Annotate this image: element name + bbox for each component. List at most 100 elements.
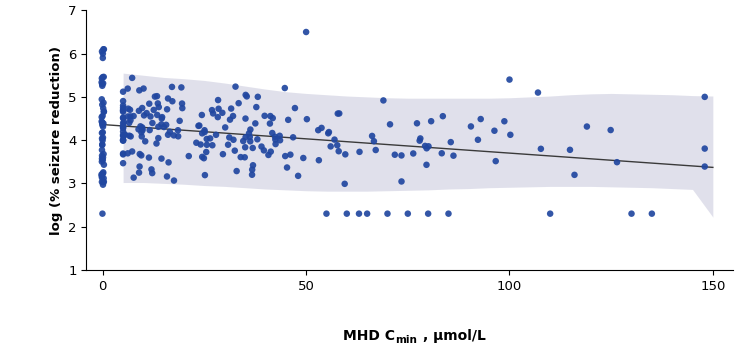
Point <box>250 104 262 110</box>
Point <box>238 155 250 160</box>
Point <box>435 151 447 156</box>
Point <box>118 119 130 125</box>
Point <box>247 145 259 151</box>
Point <box>217 152 229 157</box>
Point <box>139 138 151 144</box>
Point <box>256 144 268 149</box>
Point <box>98 109 110 114</box>
Point <box>229 148 241 153</box>
Point <box>252 94 264 100</box>
Point <box>225 106 237 111</box>
Point <box>123 120 135 126</box>
Point <box>117 124 129 130</box>
Point <box>222 142 234 147</box>
Point <box>117 89 129 94</box>
Point <box>322 130 334 136</box>
Point <box>117 115 129 121</box>
Point <box>442 211 454 217</box>
Point <box>153 124 165 130</box>
Point <box>204 136 216 141</box>
Point <box>341 211 353 217</box>
Point <box>239 145 251 150</box>
Point <box>437 113 449 119</box>
Point <box>136 125 148 130</box>
Point <box>96 172 108 177</box>
Point <box>97 182 109 188</box>
Point <box>117 151 129 156</box>
Point <box>175 85 187 90</box>
Point <box>161 107 173 112</box>
Point <box>122 114 134 119</box>
Point <box>281 165 293 170</box>
Point <box>96 121 108 127</box>
Point <box>161 174 173 179</box>
Point <box>244 134 256 140</box>
Point <box>96 147 108 153</box>
Point <box>329 137 341 142</box>
Point <box>206 143 218 148</box>
Point <box>96 113 108 119</box>
Point <box>699 146 711 151</box>
Point <box>117 129 129 134</box>
Point <box>201 136 213 142</box>
Point <box>313 157 325 163</box>
Point <box>126 149 138 154</box>
Point <box>535 146 547 152</box>
Point <box>117 152 129 157</box>
Point <box>423 144 435 149</box>
Point <box>98 74 110 80</box>
Point <box>366 133 378 139</box>
Point <box>98 47 110 52</box>
Point <box>210 132 222 138</box>
Point <box>581 124 593 129</box>
Point <box>117 105 129 111</box>
Point <box>156 114 168 120</box>
Point <box>96 173 108 179</box>
Point <box>282 117 294 122</box>
Point <box>135 153 147 158</box>
Point <box>279 85 291 91</box>
Point <box>98 121 110 126</box>
Point <box>98 100 110 106</box>
Point <box>316 125 328 131</box>
Point <box>97 106 109 111</box>
Point <box>312 127 324 133</box>
Text: MHD C: MHD C <box>343 329 395 343</box>
Point <box>196 154 208 160</box>
Point <box>117 121 129 126</box>
Point <box>699 94 711 100</box>
Point <box>198 155 210 161</box>
Point <box>151 112 163 118</box>
Point <box>240 135 252 140</box>
Point <box>287 135 299 140</box>
Point <box>162 132 174 138</box>
Point <box>156 121 168 127</box>
Point <box>332 148 344 154</box>
Point <box>472 137 484 143</box>
Point <box>147 120 159 126</box>
Point <box>381 211 393 217</box>
Point <box>274 137 286 143</box>
Point <box>98 162 110 167</box>
Point <box>353 149 365 155</box>
Point <box>158 124 170 130</box>
Point <box>193 123 205 128</box>
Point <box>172 134 184 139</box>
Point <box>152 101 164 106</box>
Point <box>156 156 168 161</box>
Point <box>97 124 109 129</box>
Point <box>135 129 147 135</box>
Point <box>96 49 108 54</box>
Point <box>274 133 286 138</box>
Point <box>420 162 432 167</box>
Point <box>96 97 108 102</box>
Point <box>247 163 259 168</box>
Point <box>174 118 186 124</box>
Point <box>124 107 136 112</box>
Point <box>532 90 544 95</box>
Point <box>172 127 184 133</box>
Point <box>96 153 108 158</box>
Point <box>231 168 243 174</box>
Point <box>96 138 108 143</box>
Point <box>97 130 109 135</box>
